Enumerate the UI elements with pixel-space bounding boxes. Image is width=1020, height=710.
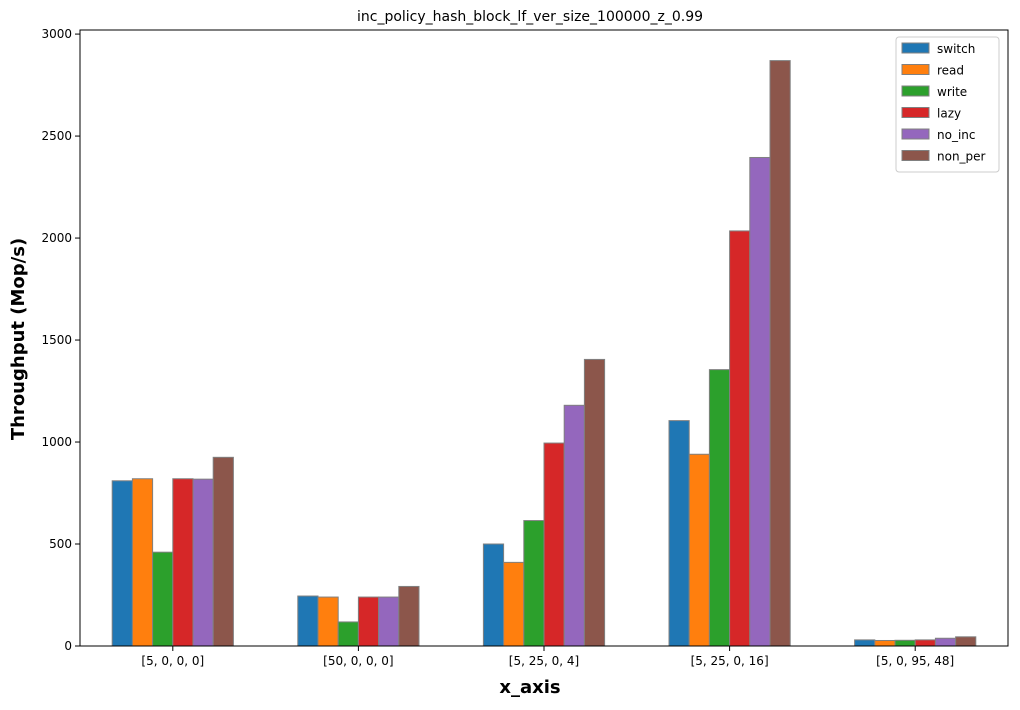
- bar-no_inc-0: [192, 478, 214, 647]
- bar-no_inc-2: [563, 404, 585, 647]
- legend-label-write: write: [937, 85, 967, 99]
- bar-non_per-3: [769, 60, 791, 647]
- bar-no_inc-3: [749, 156, 771, 647]
- legend-swatch-non_per: [901, 150, 930, 161]
- bars-layer: [111, 60, 977, 647]
- bar-read-3: [688, 453, 710, 647]
- bar-lazy-4: [914, 639, 936, 647]
- legend-label-read: read: [937, 64, 964, 78]
- bar-write-1: [337, 621, 359, 647]
- legend-swatch-read: [901, 64, 930, 75]
- bar-switch-3: [668, 420, 690, 647]
- legend-label-lazy: lazy: [937, 107, 961, 121]
- chart-title: inc_policy_hash_block_lf_ver_size_100000…: [357, 9, 703, 25]
- bar-write-4: [894, 639, 916, 647]
- legend-swatch-switch: [901, 42, 930, 54]
- bar-lazy-3: [729, 230, 751, 647]
- y-tick-label-2: 1000: [41, 435, 72, 449]
- x-axis-label: x_axis: [499, 677, 560, 698]
- bar-write-2: [523, 520, 545, 647]
- y-tick-label-4: 2000: [41, 231, 72, 245]
- bar-switch-4: [854, 639, 876, 647]
- axes-layer: 0 500 1000 1500 2000 2500 3000 [5, 0, 0, 0] [50,…: [41, 27, 1009, 668]
- bar-read-2: [503, 561, 525, 647]
- bar-write-3: [708, 369, 731, 647]
- bar-lazy-0: [172, 478, 194, 647]
- y-tick-label-6: 3000: [41, 27, 72, 41]
- legend: switch read write lazy no_inc non_per: [895, 36, 1000, 173]
- bar-write-0: [152, 551, 174, 647]
- bar-non_per-2: [583, 358, 606, 647]
- legend-label-switch: switch: [937, 42, 975, 56]
- y-tick-label-5: 2500: [41, 129, 72, 143]
- bar-non_per-4: [955, 636, 977, 647]
- bar-non_per-0: [212, 456, 234, 647]
- legend-swatch-write: [901, 85, 930, 97]
- x-tick-label-0: [5, 0, 0, 0]: [141, 654, 204, 668]
- legend-label-no_inc: no_inc: [937, 128, 975, 142]
- y-axis-label: Throughput (Mop/s): [8, 238, 29, 440]
- bar-lazy-2: [543, 442, 565, 647]
- bar-switch-2: [482, 543, 505, 647]
- legend-swatch-no_inc: [901, 128, 930, 140]
- x-tick-label-3: [5, 25, 0, 16]: [691, 654, 769, 668]
- legend-swatch-lazy: [901, 107, 930, 118]
- y-tick-label-0: 0: [64, 639, 72, 653]
- bar-read-4: [874, 639, 896, 647]
- bar-read-0: [131, 478, 154, 647]
- legend-label-non_per: non_per: [937, 150, 986, 164]
- bar-no_inc-4: [934, 637, 957, 647]
- bar-non_per-1: [398, 585, 420, 647]
- y-tick-label-3: 1500: [41, 333, 72, 347]
- bar-lazy-1: [357, 596, 380, 647]
- bar-switch-1: [297, 595, 319, 647]
- bar-read-1: [317, 596, 339, 647]
- bar-no_inc-1: [378, 596, 400, 647]
- x-tick-label-1: [50, 0, 0, 0]: [323, 654, 393, 668]
- x-tick-label-4: [5, 0, 95, 48]: [876, 654, 954, 668]
- y-tick-label-1: 500: [49, 537, 72, 551]
- bar-switch-0: [111, 480, 133, 647]
- x-tick-label-2: [5, 25, 0, 4]: [509, 654, 579, 668]
